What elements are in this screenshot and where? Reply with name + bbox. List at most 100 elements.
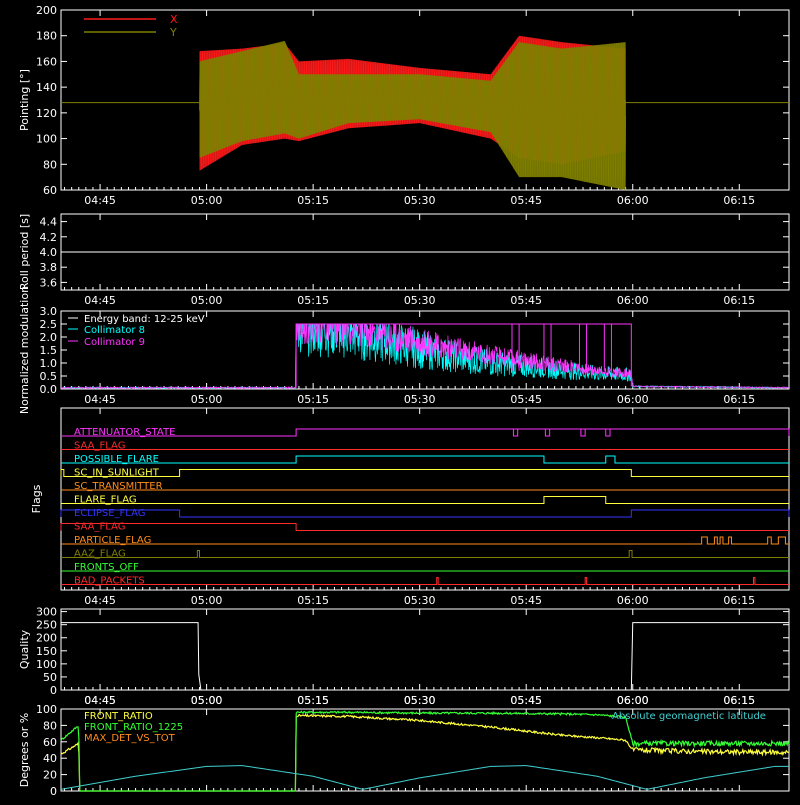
flags-xtick-label: 05:00 xyxy=(191,594,223,607)
modulation-xtick-label: 05:30 xyxy=(404,393,436,406)
flags-xtick-label: 04:45 xyxy=(84,594,116,607)
roll-ytick-label: 3.8 xyxy=(40,261,58,274)
flag-label-1: SAA_FLAG xyxy=(74,441,125,452)
ratios-frame xyxy=(60,708,790,792)
flag-trace-0 xyxy=(61,428,790,437)
flag-label-3: SC_IN_SUNLIGHT xyxy=(74,468,160,479)
flag-label-7: SAA_FLAG xyxy=(74,522,125,533)
roll-xtick-label: 06:00 xyxy=(617,294,649,307)
ratios-ytick-label: 0 xyxy=(50,785,57,798)
pointing-xtick-label: 05:15 xyxy=(297,194,329,207)
ratios-geomag-label: Absolute geomagnetic latitude xyxy=(612,711,766,722)
quality-xtick-label: 05:15 xyxy=(297,694,329,707)
pointing-xtick-label: 05:45 xyxy=(510,194,542,207)
modulation-ytick-label: 2.0 xyxy=(40,331,58,344)
pointing-ytick-label: 60 xyxy=(43,184,57,197)
quality-ytick-label: 0 xyxy=(50,684,57,697)
pointing-xtick-label: 06:00 xyxy=(617,194,649,207)
roll-ytick-label: 3.6 xyxy=(40,276,58,289)
legend-label-x: X xyxy=(170,13,178,26)
ratios-xtick-label: 05:00 xyxy=(191,694,223,707)
ratios-xtick-label: 05:30 xyxy=(404,694,436,707)
flag-label-0: ATTENUATOR_STATE xyxy=(74,427,175,438)
flag-label-2: POSSIBLE_FLARE xyxy=(74,454,159,465)
roll-ytick-label: 4.4 xyxy=(40,216,58,229)
legend-label-y: Y xyxy=(169,26,177,39)
quality-xtick-label: 04:45 xyxy=(84,694,116,707)
modulation-legend-label-0: Collimator 8 xyxy=(84,325,145,336)
flags-xtick-label: 05:45 xyxy=(510,594,542,607)
quality-xtick-label: 05:45 xyxy=(510,694,542,707)
modulation-xtick-label: 05:45 xyxy=(510,393,542,406)
flag-label-9: AAZ_FLAG xyxy=(74,549,126,560)
pointing-frame xyxy=(60,9,790,191)
roll-xtick-label: 04:45 xyxy=(84,294,116,307)
quality-ytick-label: 250 xyxy=(36,619,57,632)
modulation-ytick-label: 0.5 xyxy=(40,370,58,383)
pointing-ytick-label: 120 xyxy=(36,107,57,120)
flag-label-10: FRONTS_OFF xyxy=(74,562,139,573)
flag-label-11: BAD_PACKETS xyxy=(74,576,145,587)
pointing-xtick-label: 05:00 xyxy=(191,194,223,207)
quality-frame xyxy=(60,608,790,691)
flags-frame xyxy=(60,407,790,591)
ratios-legend-label-1: FRONT_RATIO_1225 xyxy=(84,722,183,733)
ratios-ytick-label: 100 xyxy=(36,703,57,716)
modulation-ytick-label: 2.5 xyxy=(40,318,58,331)
roll-xtick-label: 05:30 xyxy=(404,294,436,307)
roll-ytick-label: 4.2 xyxy=(40,231,58,244)
pointing-xtick-label: 06:15 xyxy=(723,194,755,207)
pointing-ytick-label: 180 xyxy=(36,30,57,43)
roll-ylabel: Roll period [s] xyxy=(18,214,31,290)
flag-dip-0 xyxy=(580,429,586,437)
flags-xtick-label: 05:30 xyxy=(404,594,436,607)
pointing-ytick-label: 160 xyxy=(36,55,57,68)
ratios-series-1 xyxy=(60,710,790,792)
roll-ytick-label: 4.0 xyxy=(40,246,58,259)
modulation-xtick-label: 05:00 xyxy=(191,393,223,406)
modulation-xtick-label: 06:00 xyxy=(617,393,649,406)
quality-xtick-label: 05:00 xyxy=(191,694,223,707)
modulation-xtick-label: 04:45 xyxy=(84,393,116,406)
modulation-spike xyxy=(543,323,552,371)
ratios-xtick-label: 04:45 xyxy=(84,694,116,707)
roll-xtick-label: 05:15 xyxy=(297,294,329,307)
modulation-spike xyxy=(578,323,588,371)
modulation-xtick-label: 05:15 xyxy=(297,393,329,406)
modulation-ytick-label: 0.0 xyxy=(40,383,58,396)
ratios-xtick-label: 05:45 xyxy=(510,694,542,707)
pointing-ylabel: Pointing [°] xyxy=(18,69,31,131)
flag-label-6: ECLIPSE_FLAG xyxy=(74,508,145,519)
ratios-xtick-label: 06:15 xyxy=(723,694,755,707)
ratios-ytick-label: 60 xyxy=(43,736,57,749)
roll-xtick-label: 06:15 xyxy=(723,294,755,307)
flag-trace-8 xyxy=(61,536,789,545)
quality-ytick-label: 150 xyxy=(36,645,57,658)
quality-xtick-label: 06:15 xyxy=(723,694,755,707)
flag-label-4: SC_TRANSMITTER xyxy=(74,481,163,492)
ratios-series-2 xyxy=(60,765,789,790)
flag-trace-6 xyxy=(60,509,790,518)
flag-trace-9 xyxy=(61,550,789,558)
flag-trace-11 xyxy=(61,577,789,585)
flags-xtick-label: 06:00 xyxy=(617,594,649,607)
flag-dip-0 xyxy=(544,429,551,437)
flags-ylabel: Flags xyxy=(30,484,43,513)
pointing-ytick-label: 100 xyxy=(36,133,57,146)
pointing-xtick-label: 05:30 xyxy=(404,194,436,207)
flag-trace-2 xyxy=(61,455,789,464)
ratios-legend-label-2: MAX_DET_VS_TOT xyxy=(84,733,176,744)
roll-xtick-label: 05:00 xyxy=(191,294,223,307)
flag-trace-7 xyxy=(60,523,789,531)
quality-ylabel: Quality xyxy=(18,629,31,669)
flag-trace-5 xyxy=(61,496,789,504)
pointing-ytick-label: 140 xyxy=(36,81,57,94)
ratios-ylabel: Degrees or % xyxy=(18,713,31,787)
flag-trace-3 xyxy=(60,469,789,477)
ratios-xtick-label: 05:15 xyxy=(297,694,329,707)
modulation-energy-band: Energy band: 12-25 keV xyxy=(84,314,205,325)
flag-dip-0 xyxy=(512,429,519,437)
ratios-ytick-label: 80 xyxy=(43,719,57,732)
